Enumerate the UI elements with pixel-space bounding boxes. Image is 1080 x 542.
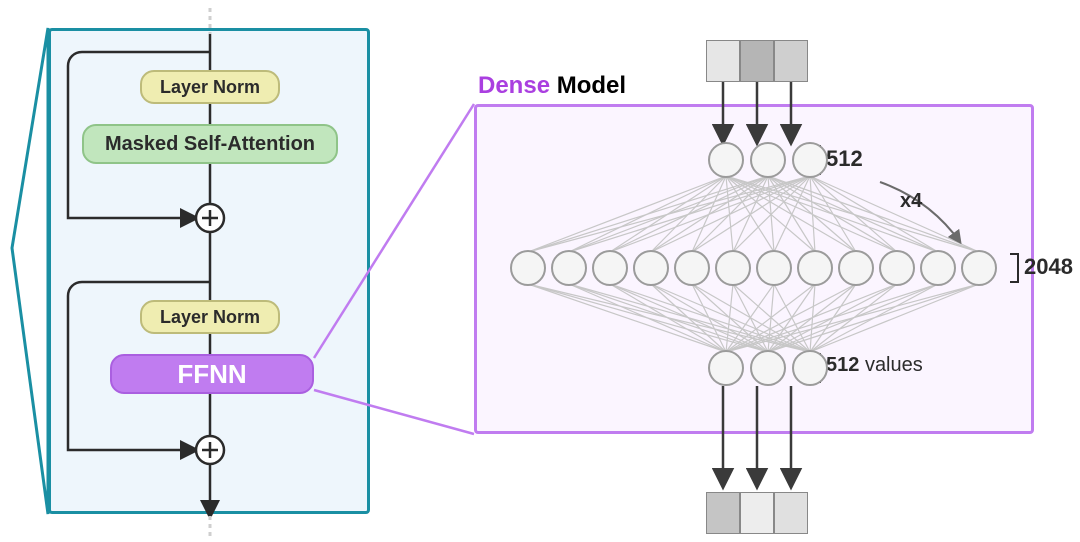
node-mid-9	[879, 250, 915, 286]
mult-label: x4	[900, 190, 922, 213]
node-mid-3	[633, 250, 669, 286]
dim-out-label: 512 values	[826, 354, 923, 377]
node-bot-0	[708, 350, 744, 386]
attention-block: Masked Self-Attention	[82, 124, 338, 164]
node-mid-0	[510, 250, 546, 286]
layer-norm-1-label: Layer Norm	[160, 77, 260, 98]
ffnn-label: FFNN	[177, 359, 246, 390]
tokens-top	[706, 40, 808, 82]
title-model: Model	[557, 72, 626, 99]
node-bot-2	[792, 350, 828, 386]
token-top-1	[740, 40, 774, 82]
token-top-0	[706, 40, 740, 82]
node-top-1	[750, 142, 786, 178]
node-mid-7	[797, 250, 833, 286]
node-mid-5	[715, 250, 751, 286]
dim-in-label: 512	[826, 146, 863, 172]
node-top-2	[792, 142, 828, 178]
layer-norm-1-block: Layer Norm	[140, 70, 280, 104]
token-bot-2	[774, 492, 808, 534]
tokens-bottom	[706, 492, 808, 534]
dense-top-mid	[528, 176, 979, 252]
token-top-2	[774, 40, 808, 82]
node-mid-2	[592, 250, 628, 286]
node-top-0	[708, 142, 744, 178]
dense-mid-bot	[528, 284, 979, 352]
token-bot-1	[740, 492, 774, 534]
token-bot-0	[706, 492, 740, 534]
layer-norm-2-block: Layer Norm	[140, 300, 280, 334]
dim-hidden-label: 2048	[1024, 254, 1073, 280]
node-mid-6	[756, 250, 792, 286]
node-mid-4	[674, 250, 710, 286]
node-mid-11	[961, 250, 997, 286]
zoom-wedge-left	[12, 28, 48, 514]
dim-out-num: 512	[826, 354, 859, 376]
node-mid-8	[838, 250, 874, 286]
attention-label: Masked Self-Attention	[105, 133, 315, 156]
dim-out-word: values	[865, 354, 923, 376]
ffnn-block: FFNN	[110, 354, 314, 394]
dense-model-title: Dense Model	[478, 72, 626, 100]
node-bot-1	[750, 350, 786, 386]
layer-norm-2-label: Layer Norm	[160, 307, 260, 328]
title-dense: Dense	[478, 72, 550, 99]
node-mid-1	[551, 250, 587, 286]
node-mid-10	[920, 250, 956, 286]
